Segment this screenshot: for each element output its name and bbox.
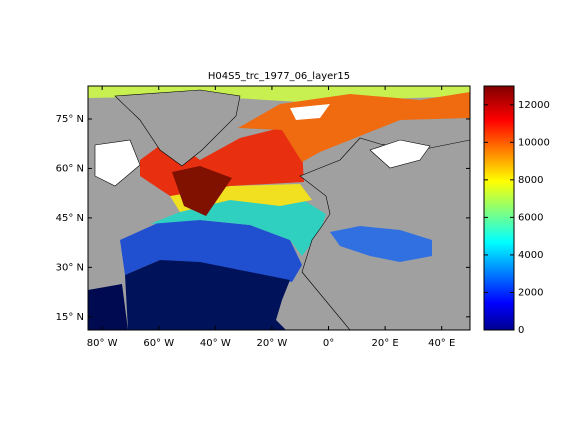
field-deep [88, 284, 128, 330]
map-field [88, 86, 470, 330]
colorbar-tick-label: 12000 [518, 100, 550, 111]
y-tick-label: 30° N [56, 262, 84, 273]
colorbar-tick-label: 10000 [518, 137, 550, 148]
masked-sea [290, 104, 330, 120]
colorbar-tick-label: 4000 [518, 250, 543, 261]
y-tick-label: 60° N [56, 163, 84, 174]
hudson-bay [94, 139, 141, 187]
x-tick-label: 60° W [143, 338, 174, 349]
chart-title: H04S5_trc_1977_06_layer15 [208, 71, 350, 82]
field-blue [120, 220, 302, 282]
y-tick-label: 75° N [56, 114, 84, 125]
masked-sea [369, 139, 431, 169]
mediterranean [330, 226, 432, 262]
y-tick-label: 45° N [56, 213, 84, 224]
x-tick-label: 40° W [200, 338, 231, 349]
colorbar [483, 85, 515, 331]
x-tick-label: 20° W [257, 338, 288, 349]
x-tick-label: 0° [323, 338, 334, 349]
colorbar-tick-label: 8000 [518, 175, 543, 186]
y-tick-label: 15° N [56, 312, 84, 323]
colorbar-tick-label: 2000 [518, 287, 543, 298]
x-tick-label: 80° W [87, 338, 118, 349]
field-deep [125, 260, 290, 330]
x-tick-label: 20° E [371, 338, 398, 349]
greenland [114, 89, 241, 167]
field-cyan [150, 198, 326, 256]
colorbar-tick-label: 0 [518, 325, 524, 336]
field-darkred [172, 166, 232, 216]
x-tick-label: 40° E [428, 338, 455, 349]
colorbar-tick-label: 6000 [518, 212, 543, 223]
map-frame [87, 85, 471, 331]
